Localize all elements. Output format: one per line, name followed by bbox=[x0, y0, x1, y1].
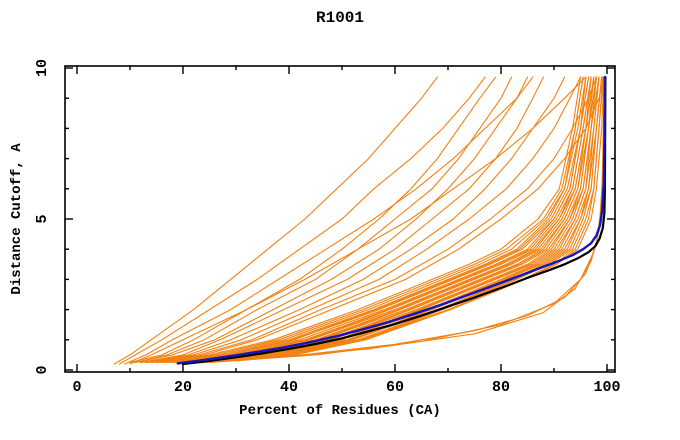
x-tick-label: 40 bbox=[280, 379, 298, 396]
prediction-curve bbox=[182, 76, 603, 363]
prediction-curve bbox=[155, 76, 587, 363]
prediction-curve-outlier-left bbox=[118, 76, 486, 365]
prediction-curve bbox=[161, 76, 590, 363]
y-tick-label: 10 bbox=[34, 59, 51, 77]
prediction-curve-slow bbox=[235, 85, 606, 362]
prediction-curve bbox=[161, 76, 592, 363]
x-tick-label: 60 bbox=[386, 379, 404, 396]
prediction-curve bbox=[177, 76, 597, 363]
x-axis-label: Percent of Residues (CA) bbox=[239, 403, 441, 419]
chart-title: R1001 bbox=[316, 9, 364, 27]
x-tick-label: 80 bbox=[492, 379, 510, 396]
x-tick-label: 0 bbox=[72, 379, 81, 396]
prediction-curve-early bbox=[145, 76, 582, 363]
prediction-curve-early bbox=[134, 76, 513, 363]
prediction-curve-outlier-left bbox=[129, 76, 587, 365]
y-tick-label: 0 bbox=[34, 365, 51, 374]
prediction-curve-early bbox=[129, 76, 497, 363]
x-tick-label: 100 bbox=[593, 379, 620, 396]
prediction-curve-early bbox=[134, 76, 529, 363]
prediction-curve bbox=[145, 76, 584, 363]
prediction-curve bbox=[187, 76, 603, 363]
prediction-curve-early bbox=[150, 76, 597, 363]
prediction-curve-outlier-left bbox=[124, 76, 534, 365]
x-tick-label: 20 bbox=[174, 379, 192, 396]
prediction-curve-outlier-left bbox=[113, 76, 438, 365]
y-tick-label: 5 bbox=[34, 214, 51, 223]
plot-frame bbox=[64, 65, 616, 373]
best-model-curve-blue bbox=[176, 75, 607, 365]
reference-curve-black bbox=[181, 75, 607, 366]
prediction-curve bbox=[182, 76, 600, 363]
plot-area: 0 20 40 60 80 100 0 5 10 bbox=[34, 59, 621, 396]
prediction-curve bbox=[145, 76, 587, 363]
prediction-curve-early bbox=[140, 76, 544, 363]
prediction-curve-early bbox=[140, 76, 566, 363]
y-axis-label: Distance Cutoff, A bbox=[9, 143, 25, 295]
prediction-curve bbox=[140, 76, 582, 363]
prediction-curve-early bbox=[150, 76, 605, 363]
